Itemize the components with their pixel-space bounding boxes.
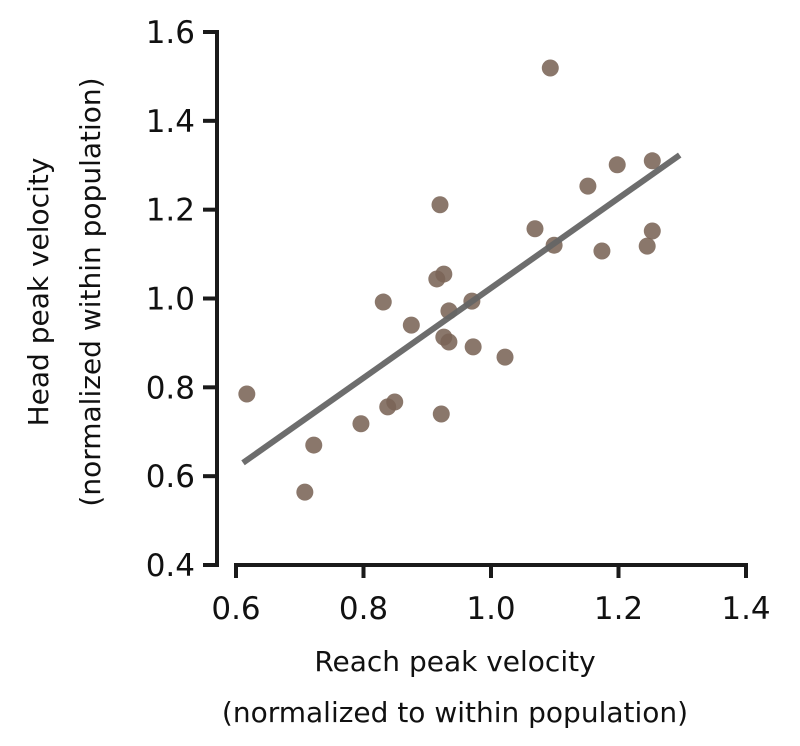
y-tick-label: 1.4 [146, 104, 195, 140]
data-point [579, 177, 597, 195]
data-point [496, 348, 514, 366]
x-tick-label: 0.6 [211, 591, 260, 627]
x-tick-label: 1.2 [594, 591, 643, 627]
y-axis-label-line-2: (normalized within population) [74, 77, 107, 506]
data-point [440, 333, 458, 351]
data-point [386, 393, 404, 411]
data-point [431, 196, 449, 214]
y-axis: 0.4 0.6 0.8 1.0 1.2 1.4 1.6 [146, 15, 219, 584]
x-axis-label-line-1: Reach peak velocity [314, 645, 595, 678]
y-tick-label: 0.8 [146, 370, 195, 406]
x-tick-label: 1.0 [466, 591, 515, 627]
y-tick-label: 0.6 [146, 459, 195, 495]
data-point [374, 293, 392, 311]
y-tick-label: 0.4 [146, 548, 195, 584]
data-point [238, 385, 256, 403]
regression-line [241, 152, 682, 466]
y-tick-label: 1.0 [146, 282, 195, 318]
y-tick-label: 1.6 [146, 15, 195, 51]
x-tick-label: 0.8 [339, 591, 388, 627]
data-point [638, 237, 656, 255]
data-point [402, 316, 420, 334]
data-point [643, 152, 661, 170]
x-axis-label-line-2: (normalized to within population) [222, 696, 688, 729]
data-point [296, 483, 314, 501]
data-point [352, 415, 370, 433]
x-tick-label: 1.4 [721, 591, 770, 627]
data-point [464, 338, 482, 356]
y-axis-label-line-1: Head peak velocity [22, 158, 55, 427]
data-point [643, 222, 661, 240]
y-tick-label: 1.2 [146, 193, 195, 229]
data-points [238, 59, 661, 501]
data-point [593, 242, 611, 260]
data-point [305, 436, 323, 454]
x-axis: 0.6 0.8 1.0 1.2 1.4 [211, 563, 771, 627]
data-point [435, 265, 453, 283]
regression-line-group [241, 152, 682, 466]
data-point [541, 59, 559, 77]
data-point [432, 405, 450, 423]
data-point [526, 220, 544, 238]
data-point [608, 156, 626, 174]
